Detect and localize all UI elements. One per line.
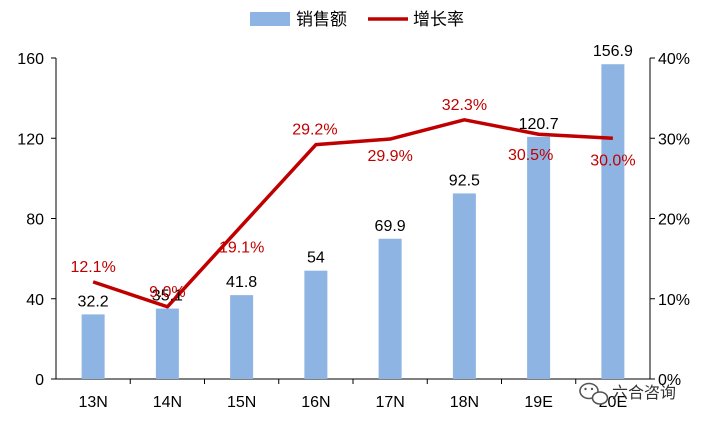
bar: [452, 193, 476, 379]
bar-value-label: 35.1: [152, 288, 183, 305]
y-right-tick-label: 40%: [658, 51, 690, 68]
legend-label-growth: 增长率: [413, 10, 464, 30]
y-left-tick-label: 160: [17, 51, 44, 68]
bar: [155, 308, 179, 379]
bar: [527, 136, 551, 379]
growth-rate-label: 29.2%: [292, 122, 337, 139]
y-right-tick-label: 0%: [658, 372, 681, 389]
y-left-tick-label: 120: [17, 131, 44, 148]
legend-swatch-sales: [250, 12, 290, 26]
bar: [601, 64, 625, 380]
bar-value-label: 120.7: [519, 116, 559, 133]
bar: [81, 314, 105, 379]
y-right-tick-label: 20%: [658, 212, 690, 229]
x-tick-label: 15N: [227, 394, 256, 411]
bar-value-label: 54: [307, 250, 325, 267]
y-right-tick-label: 30%: [658, 131, 690, 148]
watermark: 六合咨询: [579, 382, 676, 405]
growth-rate-label: 19.1%: [219, 240, 264, 257]
bar: [304, 270, 328, 379]
x-tick-label: 18N: [450, 394, 479, 411]
y-right-tick-label: 10%: [658, 292, 690, 309]
y-left-tick-label: 40: [26, 292, 44, 309]
bar: [378, 238, 402, 379]
x-tick-label: 14N: [153, 394, 182, 411]
bar-value-label: 41.8: [226, 274, 257, 291]
x-tick-label: 17N: [375, 394, 404, 411]
watermark-text: 六合咨询: [612, 383, 676, 402]
legend: 销售额 增长率: [250, 10, 464, 30]
x-tick-label: 19E: [524, 394, 552, 411]
growth-line: [92, 118, 613, 309]
bar-value-label: 32.2: [78, 293, 109, 310]
bar: [230, 295, 254, 379]
legend-label-sales: 销售额: [296, 10, 347, 30]
growth-rate-label: 32.3%: [442, 97, 487, 114]
growth-rate-label: 29.9%: [367, 148, 412, 165]
x-tick-label: 13N: [78, 394, 107, 411]
bar-value-label: 92.5: [449, 172, 480, 189]
x-tick-label: 16N: [301, 394, 330, 411]
plot-area: 0 40 80 120 160 0% 10% 20% 30% 40% 13N 14N 15N 16N 17N…: [17, 43, 690, 411]
wechat-logo-icon: [579, 382, 609, 405]
growth-rate-label: 30.0%: [590, 152, 635, 169]
growth-rate-label: 30.5%: [508, 147, 553, 164]
y-left-tick-label: 0: [35, 372, 44, 389]
bar-value-label: 156.9: [593, 43, 633, 60]
growth-rate-label: 12.1%: [70, 259, 115, 276]
y-left-tick-label: 80: [26, 212, 44, 229]
growth-rate-label: 9.0%: [149, 284, 185, 301]
bar-value-label: 69.9: [375, 218, 406, 235]
